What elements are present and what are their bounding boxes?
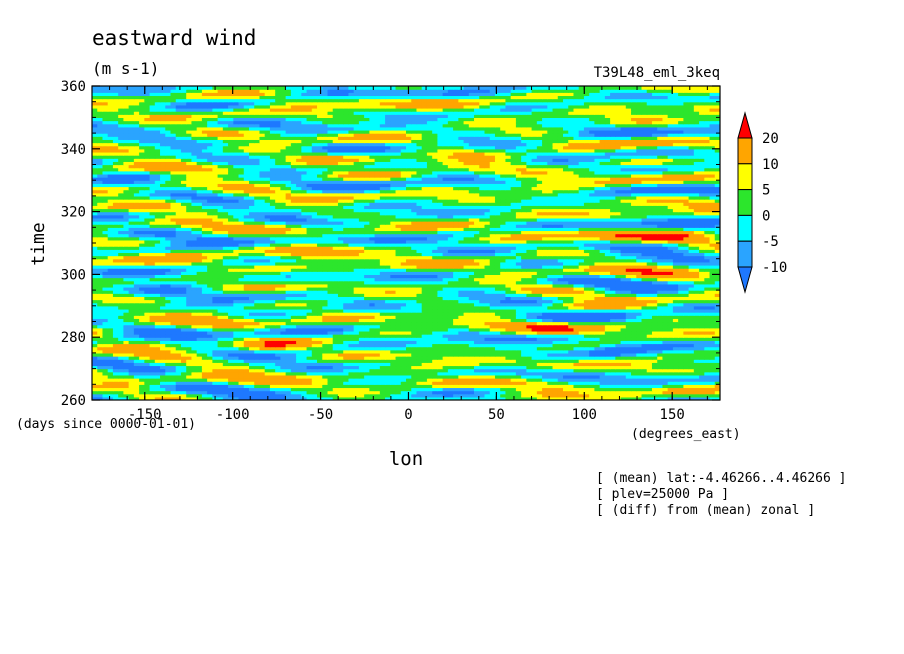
y-axis-label: time xyxy=(28,222,49,265)
x-axis-units: (degrees_east) xyxy=(631,427,741,442)
run-label: T39L48_eml_3keq xyxy=(594,65,720,81)
y-tick-label: 300 xyxy=(61,267,86,283)
colorbar-band xyxy=(737,240,753,268)
y-tick-label: 260 xyxy=(61,393,86,409)
colorbar-label: 5 xyxy=(762,183,770,199)
colorbar-extend-max xyxy=(737,111,753,139)
heatmap-field xyxy=(92,86,720,400)
x-axis-label: lon xyxy=(389,448,423,470)
y-axis-ticks: 260 280 300 320 340 360 xyxy=(61,79,720,409)
y-axis-units: (days since 0000-01-01) xyxy=(16,417,196,432)
x-tick-label: -150 xyxy=(128,407,162,423)
chart-units: (m s-1) xyxy=(92,59,159,78)
note-zonal-diff: [ (diff) from (mean) zonal ] xyxy=(596,503,815,518)
colorbar-extend-min xyxy=(737,266,753,294)
x-tick-label: -50 xyxy=(308,407,333,423)
colorbar-label: 20 xyxy=(762,131,779,147)
x-axis-ticks: -150 -100 -50 0 50 100 150 xyxy=(109,86,708,423)
colorbar-band xyxy=(737,137,753,165)
note-lat-mean: [ (mean) lat:-4.46266..4.46266 ] xyxy=(596,471,846,486)
colorbar-label: -5 xyxy=(762,234,779,250)
x-tick-label: 100 xyxy=(572,407,597,423)
y-tick-label: 360 xyxy=(61,79,86,95)
colorbar-band xyxy=(737,214,753,242)
heatmap-cells xyxy=(92,86,720,400)
colorbar-label: 0 xyxy=(762,208,770,224)
x-tick-label: 0 xyxy=(404,407,412,423)
x-tick-label: 150 xyxy=(660,407,685,423)
colorbar: 20 10 5 0 -5 -10 xyxy=(737,111,787,294)
x-tick-label: 50 xyxy=(488,407,505,423)
chart-title: eastward wind xyxy=(92,26,256,50)
colorbar-band xyxy=(737,163,753,191)
colorbar-label: -10 xyxy=(762,260,787,276)
y-tick-label: 320 xyxy=(61,205,86,221)
x-tick-label: -100 xyxy=(216,407,250,423)
note-pressure-level: [ plev=25000 Pa ] xyxy=(596,487,729,502)
y-tick-label: 280 xyxy=(61,330,86,346)
y-tick-label: 340 xyxy=(61,142,86,158)
colorbar-label: 10 xyxy=(762,157,779,173)
colorbar-band xyxy=(737,189,753,216)
